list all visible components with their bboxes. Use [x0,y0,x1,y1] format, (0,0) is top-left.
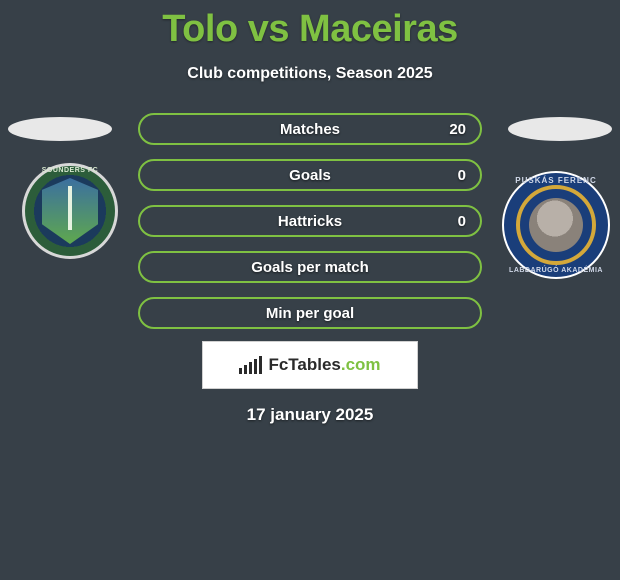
stat-label: Matches [280,121,340,138]
footer-date: 17 january 2025 [247,405,374,425]
stat-label: Hattricks [278,213,342,230]
page-subtitle: Club competitions, Season 2025 [0,65,620,83]
stat-row-hattricks: Hattricks 0 [138,205,482,237]
stat-value-right: 20 [449,121,466,138]
stat-row-goals: Goals 0 [138,159,482,191]
stats-list: Matches 20 Goals 0 Hattricks 0 Goals per… [138,113,482,343]
crest-left-shield [42,178,98,244]
brand-text: FcTables.com [268,355,380,375]
stat-value-right: 0 [458,167,466,184]
stat-label: Goals per match [251,259,369,276]
crest-right-portrait-icon [529,198,583,252]
player-right-oval [508,117,612,141]
stat-label: Goals [289,167,331,184]
player-left-oval [8,117,112,141]
stat-row-goals-per-match: Goals per match [138,251,482,283]
crest-right-ring: PUSKÁS FERENC LABDARÚGÓ AKADÉMIA [502,171,610,279]
crest-left-ring: SOUNDERS FC [22,163,118,259]
brand-text-suffix: .com [341,355,381,374]
crest-right-top-text: PUSKÁS FERENC [504,176,608,185]
stat-label: Min per goal [266,305,354,322]
brand-logo: FcTables.com [202,341,418,389]
crest-right-bottom-text: LABDARÚGÓ AKADÉMIA [504,267,608,274]
stat-value-right: 0 [458,213,466,230]
club-crest-right: PUSKÁS FERENC LABDARÚGÓ AKADÉMIA [502,171,598,267]
club-crest-left: SOUNDERS FC [22,163,118,259]
brand-text-prefix: FcTables [268,355,340,374]
crest-left-needle-icon [68,186,72,230]
bar-chart-icon [239,356,262,374]
stat-row-matches: Matches 20 [138,113,482,145]
stat-row-min-per-goal: Min per goal [138,297,482,329]
crest-left-text: SOUNDERS FC [22,167,118,174]
page-title: Tolo vs Maceiras [0,0,620,51]
